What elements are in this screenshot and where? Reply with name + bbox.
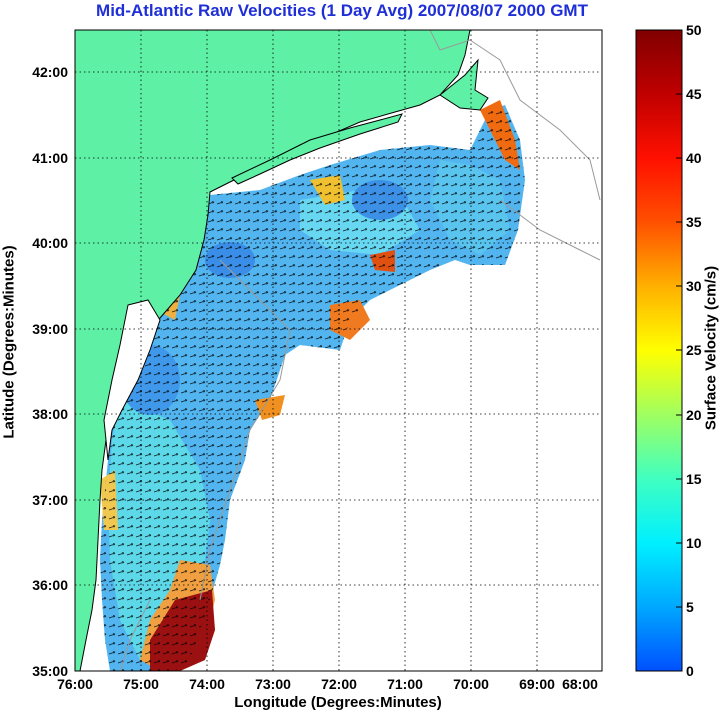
colorbar-tick-label: 35: [686, 214, 702, 230]
colorbar-tick-label: 40: [686, 150, 702, 166]
x-tick-label: 68:00: [562, 676, 598, 692]
colorbar-tick-label: 10: [686, 535, 702, 551]
map-title: Mid-Atlantic Raw Velocities (1 Day Avg) …: [96, 1, 588, 20]
y-tick-label: 40:00: [32, 235, 68, 251]
colorbar: [635, 29, 683, 672]
y-tick-label: 39:00: [32, 321, 68, 337]
x-tick-label: 74:00: [189, 676, 225, 692]
colorbar-tick-label: 5: [686, 599, 694, 615]
colorbar-tick-label: 20: [686, 407, 702, 423]
y-tick-label: 42:00: [32, 64, 68, 80]
y-tick-label: 38:00: [32, 406, 68, 422]
plot-frame: [74, 29, 603, 672]
bathymetry-contours: [119, 30, 601, 671]
colorbar-tick-label: 0: [686, 663, 694, 679]
x-tick-label: 69:00: [519, 676, 555, 692]
colorbar-tick-label: 45: [686, 86, 702, 102]
cape-cod: [439, 58, 489, 111]
colorbar-label: Surface Velocity (cm/s): [702, 265, 720, 431]
colorbar-tick-label: 15: [686, 471, 702, 487]
grid: [75, 30, 602, 671]
x-tick-label: 76:00: [57, 676, 93, 692]
y-tick-label: 41:00: [32, 150, 68, 166]
y-tick-label: 35:00: [32, 663, 68, 679]
x-tick-label: 73:00: [255, 676, 291, 692]
land-mass: [75, 30, 471, 671]
colorbar-tick-label: 25: [686, 342, 702, 358]
x-axis-label: Longitude (Degrees:Minutes): [234, 694, 442, 711]
long-island: [231, 113, 403, 185]
x-tick-label: 70:00: [453, 676, 489, 692]
y-tick-label: 37:00: [32, 492, 68, 508]
x-tick-label: 71:00: [387, 676, 423, 692]
x-tick-label: 72:00: [321, 676, 357, 692]
y-tick-label: 36:00: [32, 577, 68, 593]
delmarva-peninsula: [103, 299, 161, 461]
colorbar-tick-label: 30: [686, 278, 702, 294]
map-plot: [75, 30, 602, 671]
colorbar-ticks: [676, 29, 682, 672]
colorbar-tick-label: 50: [686, 22, 702, 38]
y-axis-label: Latitude (Degrees:Minutes): [0, 245, 18, 439]
x-tick-label: 75:00: [123, 676, 159, 692]
